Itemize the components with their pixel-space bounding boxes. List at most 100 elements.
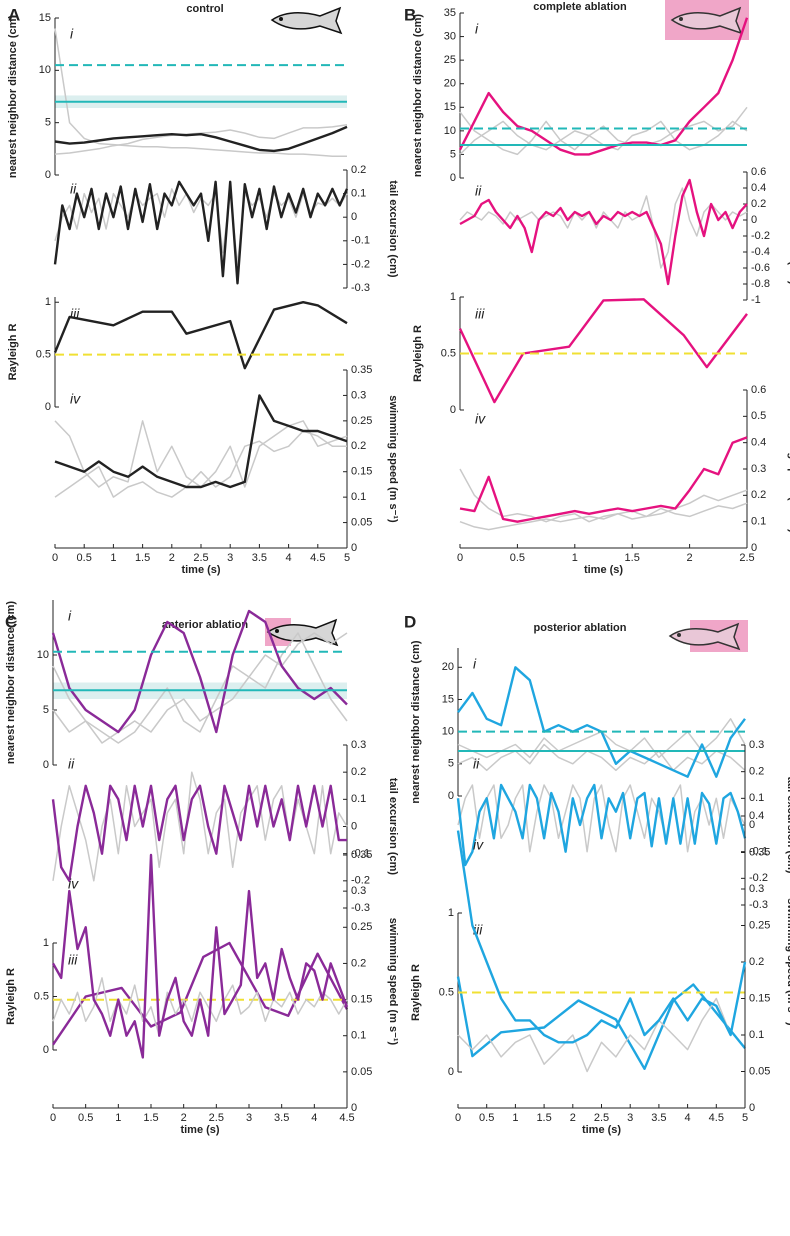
y-tick-label: 5 xyxy=(45,117,51,129)
subplot-label: i xyxy=(473,656,477,672)
subplot: 0 5 10 15 20 nearest neighbor distance (cm) i xyxy=(410,640,746,804)
y-tick-label: 0.3 xyxy=(749,739,764,751)
fish-control xyxy=(270,6,343,35)
panel-letter: A xyxy=(8,5,20,24)
subplot-label: iii xyxy=(475,306,485,322)
panel-letter: C xyxy=(5,612,17,631)
y-tick-label: 0.1 xyxy=(351,1030,366,1042)
x-tick-label: 1 xyxy=(110,552,116,564)
y-tick-label: 0.5 xyxy=(441,347,456,359)
panel-title: complete ablation xyxy=(533,1,627,13)
y-tick-label: 0 xyxy=(450,404,456,416)
panel-letter: D xyxy=(404,612,416,631)
y-tick-label: 0 xyxy=(751,542,757,554)
x-tick-label: 3 xyxy=(246,1112,252,1124)
x-tick-label: 2.5 xyxy=(594,1112,609,1124)
y-tick-label: 0.5 xyxy=(36,349,51,361)
y-tick-label: -0.2 xyxy=(749,872,768,884)
subplot: 0 5 10 nearest neighbor distance (cm) i xyxy=(5,600,348,771)
x-tick-label: 0 xyxy=(455,1112,461,1124)
y-tick-label: 0.35 xyxy=(351,364,372,376)
subplot: 0 5 10 15 20 25 30 35 nearest neighbor distance … xyxy=(412,7,749,184)
subplot-label: iv xyxy=(473,837,484,853)
y-tick-label: 20 xyxy=(442,661,454,673)
y-axis-label: Rayleigh R xyxy=(5,968,17,1025)
x-tick-label: 4 xyxy=(286,552,292,564)
panel-title: anterior ablation xyxy=(162,619,248,631)
y-tick-label: 0.2 xyxy=(351,164,366,176)
y-tick-label: -0.3 xyxy=(351,282,370,294)
subplot: -0.3 -0.2 -0.1 0 0.1 0.2 tail excursion (cm) ii xyxy=(53,164,399,294)
series-line xyxy=(457,784,746,853)
series-line xyxy=(457,743,746,772)
subplot: 0 0.5 1 Rayleigh R iii xyxy=(410,907,746,1078)
subplot-label: ii xyxy=(473,756,480,772)
y-tick-label: -0.1 xyxy=(749,846,768,858)
x-axis-label: time (s) xyxy=(582,1124,621,1136)
y-tick-label: 15 xyxy=(442,693,454,705)
y-tick-label: 0.5 xyxy=(34,990,49,1002)
y-tick-label: -0.1 xyxy=(351,235,370,247)
y-tick-label: 0.1 xyxy=(749,1029,764,1041)
y-tick-label: 0.6 xyxy=(751,384,766,396)
y-tick-label: 0 xyxy=(351,542,357,554)
x-tick-label: 3 xyxy=(227,552,233,564)
x-tick-label: 2 xyxy=(687,552,693,564)
y-tick-label: 20 xyxy=(444,78,456,90)
series-line xyxy=(456,976,746,1070)
x-tick-label: 1.5 xyxy=(625,552,640,564)
y-tick-label: 1 xyxy=(45,296,51,308)
x-tick-label: 0.5 xyxy=(78,1112,93,1124)
series-line xyxy=(51,784,347,882)
y-axis-label: swimming speed (m s⁻¹) xyxy=(787,405,790,533)
y-tick-label: 0.4 xyxy=(749,810,764,822)
y-tick-label: -0.1 xyxy=(351,848,370,860)
x-tick-label: 0.5 xyxy=(479,1112,494,1124)
x-tick-label: 2.5 xyxy=(209,1112,224,1124)
x-tick-label: 4.5 xyxy=(310,552,325,564)
series-line xyxy=(457,666,746,778)
subplot: 0 5 10 15 nearest neighbor distance (cm) i xyxy=(7,12,348,181)
panel-title: posterior ablation xyxy=(534,622,627,634)
y-tick-label: 0 xyxy=(448,1066,454,1078)
series-line xyxy=(456,783,747,867)
series-line xyxy=(458,298,748,404)
y-tick-label: 0.3 xyxy=(351,885,366,897)
subplot-label: iii xyxy=(68,952,78,968)
y-tick-label: 10 xyxy=(37,649,49,661)
y-tick-label: 15 xyxy=(39,12,51,24)
y-tick-label: 0 xyxy=(450,172,456,184)
series-line xyxy=(51,853,349,1059)
y-axis-label: nearest neighbor distance (cm) xyxy=(412,14,424,178)
y-tick-label: -1 xyxy=(751,294,761,306)
series-line xyxy=(52,632,348,744)
series-line xyxy=(459,502,748,531)
series-line xyxy=(53,301,348,370)
subplot-label: i xyxy=(68,608,72,624)
y-axis-label: swimming speed (m s⁻¹) xyxy=(387,395,399,523)
y-tick-label: 0.25 xyxy=(749,919,770,931)
fish-posterior-ablation xyxy=(668,620,748,652)
y-tick-label: 0.1 xyxy=(351,491,366,503)
y-tick-label: 0.05 xyxy=(351,516,372,528)
y-tick-label: 30 xyxy=(444,30,456,42)
x-tick-label: 4.5 xyxy=(709,1112,724,1124)
y-tick-label: 0.5 xyxy=(751,410,766,422)
subplot-label: iii xyxy=(70,306,80,322)
y-tick-label: 0 xyxy=(43,759,49,771)
x-tick-label: 0.5 xyxy=(77,552,92,564)
y-tick-label: 0.1 xyxy=(751,516,766,528)
y-tick-label: 0.15 xyxy=(351,466,372,478)
series-line xyxy=(54,394,348,489)
y-tick-label: 0.1 xyxy=(351,793,366,805)
y-tick-label: 0 xyxy=(751,214,757,226)
subplot-label: ii xyxy=(68,756,75,772)
y-tick-label: -0.3 xyxy=(351,902,370,914)
series-line xyxy=(52,977,348,1037)
y-tick-label: 0 xyxy=(351,820,357,832)
y-tick-label: 0.2 xyxy=(351,766,366,778)
y-axis-label: tail excursion (cm) xyxy=(785,776,790,874)
x-tick-label: 1.5 xyxy=(143,1112,158,1124)
series-line xyxy=(54,430,347,498)
series-line xyxy=(52,771,348,882)
